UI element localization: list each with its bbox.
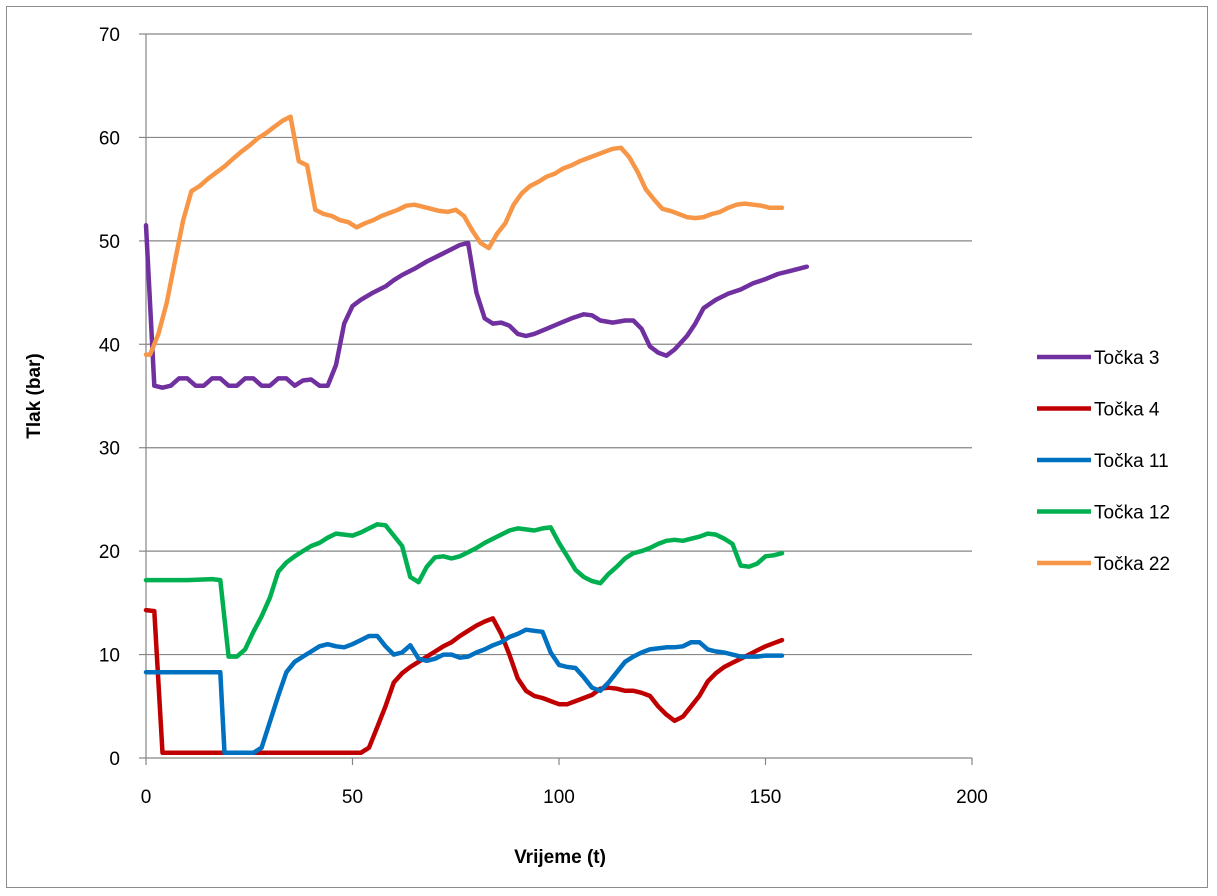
x-tick-labels: 0 50 100 150 200 — [141, 787, 988, 808]
x-tick-label: 150 — [750, 787, 782, 808]
series-line-5 — [143, 114, 785, 357]
y-tick-label: 50 — [99, 232, 120, 253]
x-tick-label: 100 — [543, 787, 575, 808]
x-axis-title: Vrijeme (t) — [514, 847, 606, 868]
y-tick-label: 70 — [99, 25, 120, 46]
y-tick-label: 10 — [99, 646, 120, 667]
series-line-3 — [143, 627, 785, 756]
y-tick-label: 60 — [99, 128, 120, 149]
legend-label: Točka 4 — [1094, 400, 1160, 421]
legend-label: Točka 11 — [1094, 451, 1169, 472]
legend-label: Točka 3 — [1094, 348, 1159, 369]
series-lines — [143, 114, 810, 756]
y-tick-label: 40 — [99, 335, 120, 356]
legend: Točka 3 Točka 4 Točka 11 Točka 12 Točka 22 — [1037, 348, 1170, 575]
y-axis-title: Tlak (bar) — [24, 353, 45, 439]
axes — [139, 33, 973, 765]
series-line-4 — [143, 522, 785, 659]
y-tick-labels: 0 10 20 30 40 50 60 70 — [99, 25, 120, 770]
legend-label: Točka 22 — [1094, 554, 1170, 575]
x-tick-label: 200 — [956, 787, 988, 808]
legend-label: Točka 12 — [1094, 503, 1170, 524]
series-line-1 — [143, 223, 810, 390]
y-tick-label: 0 — [109, 749, 120, 770]
y-tick-label: 30 — [99, 439, 120, 460]
y-tick-label: 20 — [99, 542, 120, 563]
gridlines — [146, 33, 972, 656]
series-line-2 — [143, 607, 785, 756]
x-tick-label: 50 — [342, 787, 363, 808]
x-tick-label: 0 — [141, 787, 152, 808]
